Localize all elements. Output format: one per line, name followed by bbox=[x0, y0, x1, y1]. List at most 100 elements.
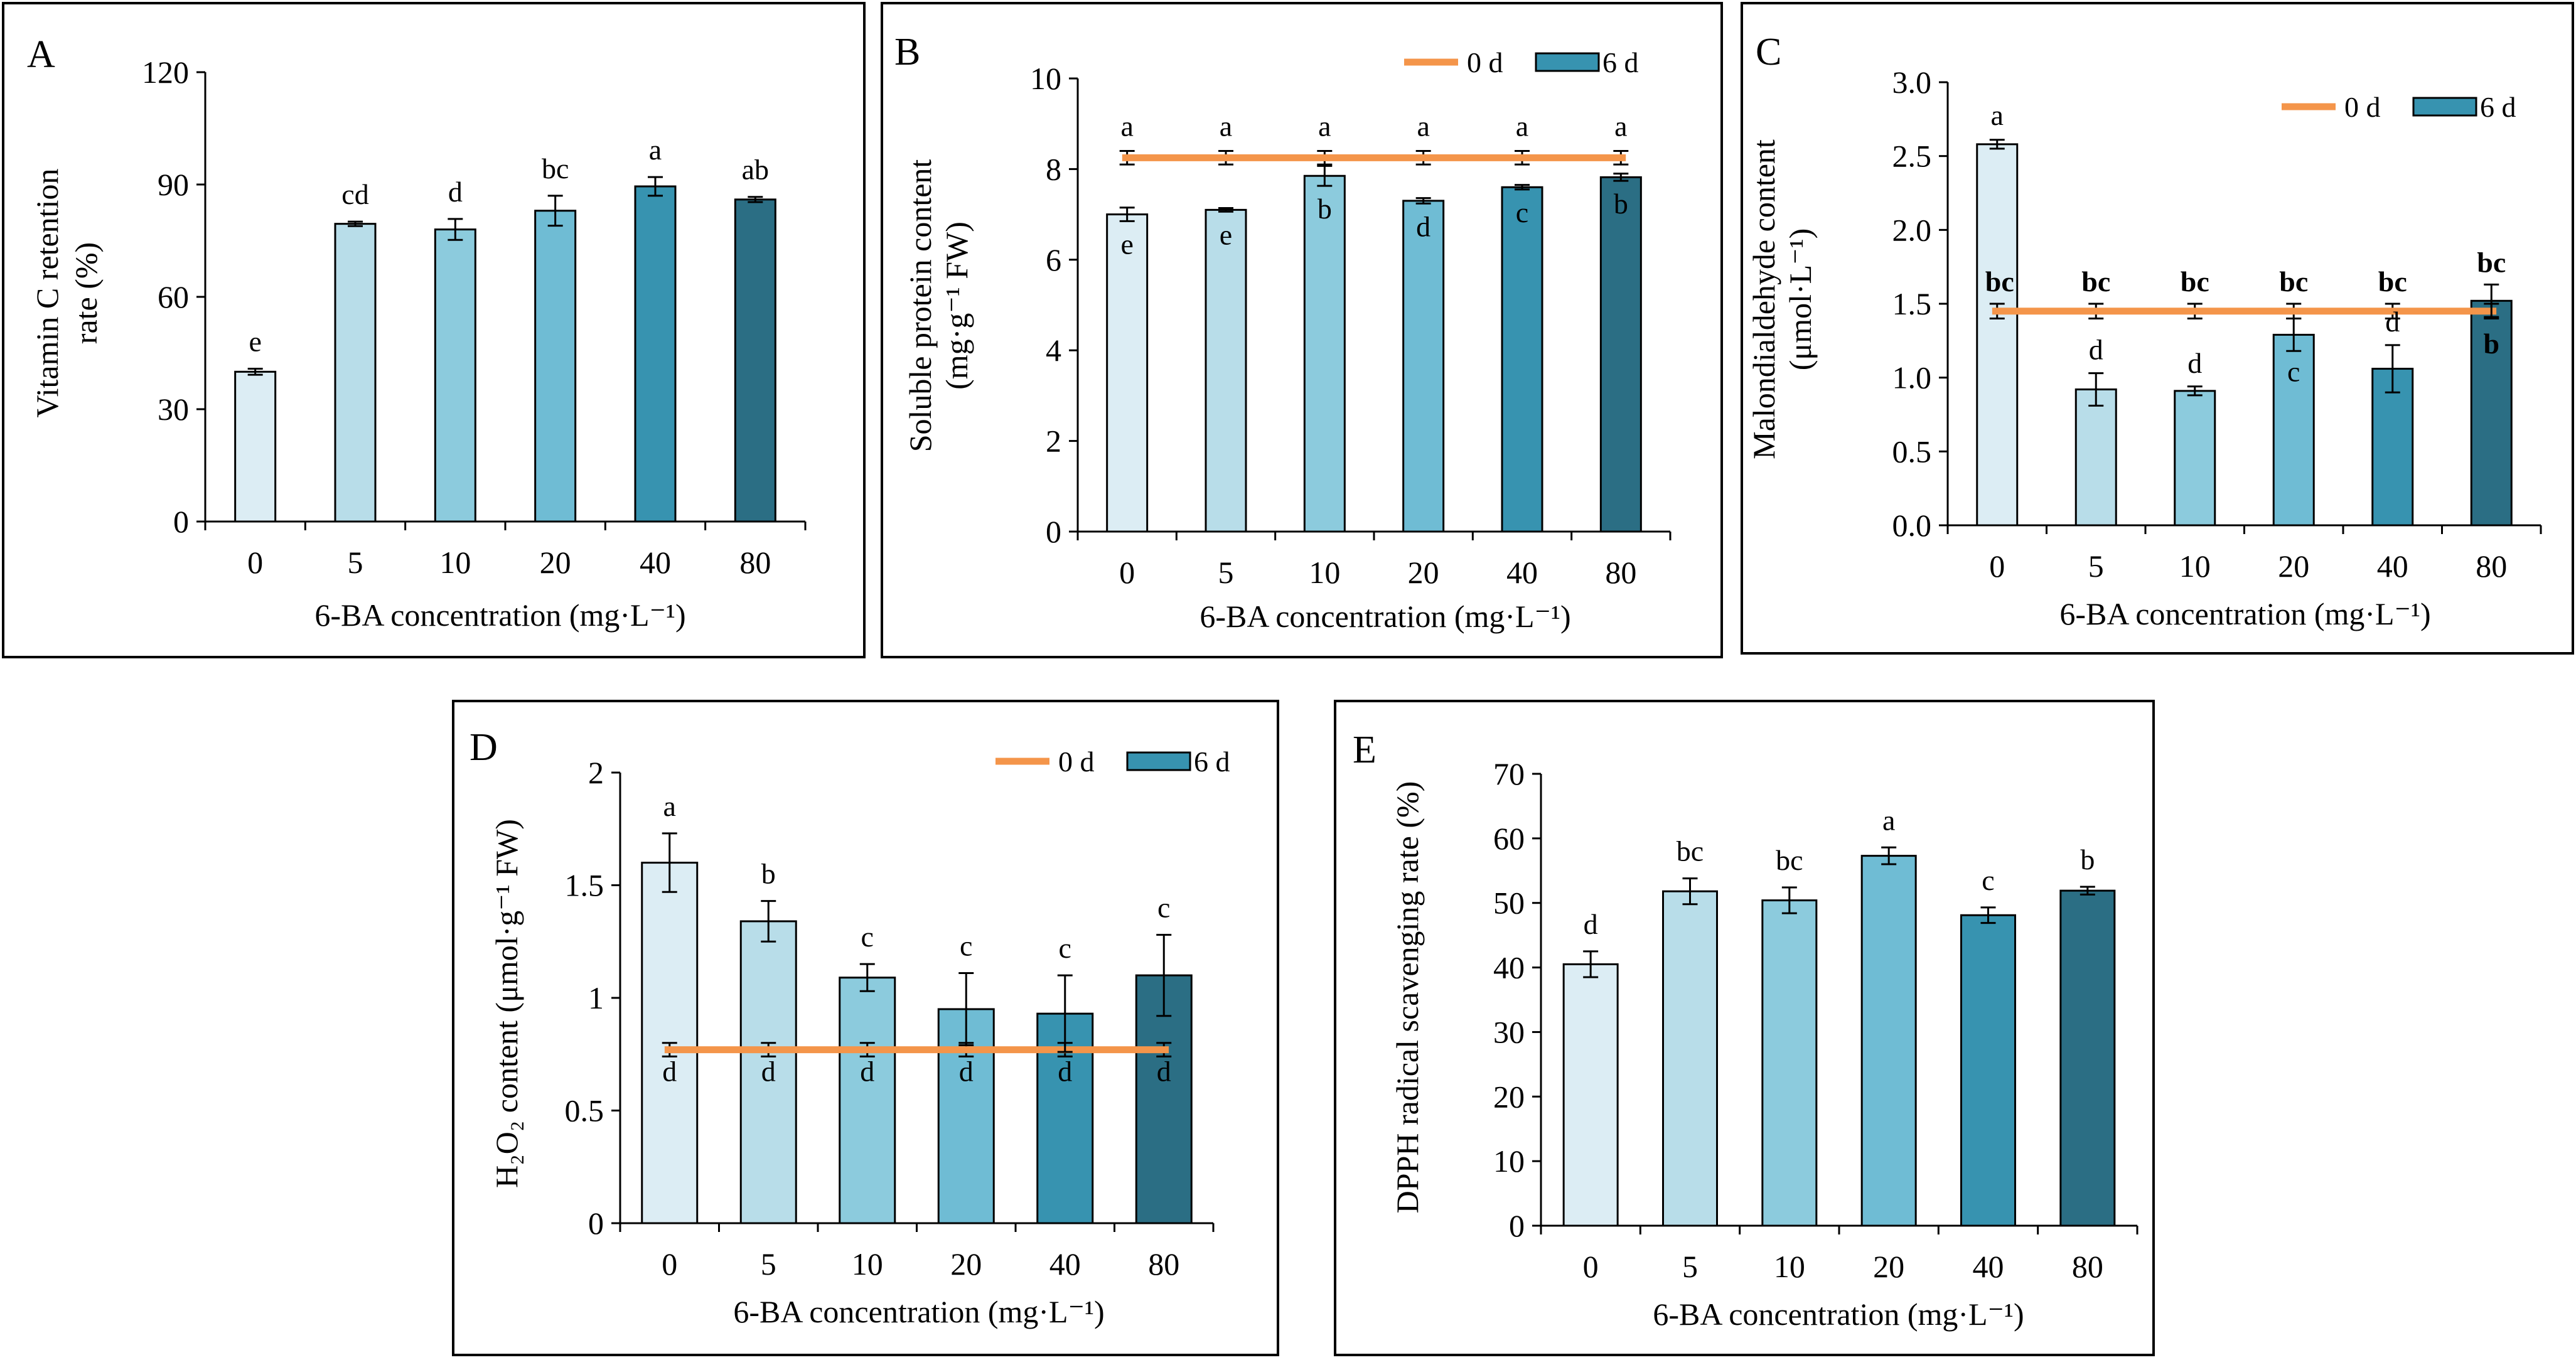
legend-label-0d: 0 d bbox=[1467, 46, 1503, 78]
x-axis-label: 6-BA concentration (mg·L⁻¹) bbox=[1653, 1297, 2024, 1332]
legend-label-6d: 6 d bbox=[2480, 91, 2516, 123]
panel-label: C bbox=[1756, 31, 1781, 73]
significance-letter-0d: bc bbox=[2279, 265, 2308, 297]
significance-letter: a bbox=[1991, 99, 2004, 131]
legend-label-0d: 0 d bbox=[2344, 91, 2381, 123]
significance-letter-0d: bc bbox=[2378, 265, 2407, 297]
bar bbox=[1303, 174, 1346, 533]
significance-letter: c bbox=[1059, 932, 1071, 964]
bar bbox=[1562, 963, 1619, 1227]
chart-e: E 0 10 20 30 40 50 60 70 0 5 10 20 40 80 d bc bc a c b DPPH r… bbox=[1353, 729, 2139, 1332]
y-axis-label-line: (μmol·L⁻¹) bbox=[1783, 228, 1818, 370]
y-tick-label: 60 bbox=[158, 279, 189, 314]
bar bbox=[2272, 333, 2315, 527]
significance-letter: a bbox=[649, 134, 662, 166]
chart-a: A 0 30 60 90 120 0 5 10 20 40 80 e cd d bc a ab Vitamin C … bbox=[27, 33, 807, 633]
bar bbox=[839, 977, 896, 1224]
y-tick-label: 2 bbox=[588, 755, 604, 790]
significance-letter: e bbox=[249, 326, 261, 358]
bar bbox=[334, 223, 377, 523]
y-tick-label: 0 bbox=[173, 504, 189, 539]
y-tick-label: 1 bbox=[588, 980, 604, 1015]
significance-letter: d bbox=[2187, 347, 2202, 379]
x-tick-label: 40 bbox=[1049, 1246, 1081, 1282]
bar bbox=[1501, 186, 1543, 533]
bar bbox=[634, 185, 677, 523]
x-tick-label: 10 bbox=[1774, 1249, 1805, 1284]
significance-letter-6d: e bbox=[1120, 228, 1133, 260]
significance-letter-6d: c bbox=[1516, 196, 1528, 228]
significance-letter: c bbox=[2287, 355, 2300, 387]
significance-letter: b bbox=[2483, 328, 2499, 360]
significance-letter: bc bbox=[1677, 835, 1704, 867]
significance-letter: a bbox=[1614, 110, 1627, 142]
x-axis-label: 6-BA concentration (mg·L⁻¹) bbox=[733, 1294, 1104, 1329]
legend-bar-swatch bbox=[1535, 52, 1600, 72]
y-tick-label: 0 bbox=[1509, 1208, 1525, 1243]
significance-letter-6d: b bbox=[1318, 193, 1332, 225]
significance-letter: bc bbox=[542, 153, 569, 185]
y-tick-label: 70 bbox=[1493, 756, 1525, 791]
legend-label-6d: 6 d bbox=[1194, 746, 1230, 778]
significance-letter-0d: bc bbox=[2181, 265, 2209, 297]
significance-letter-6d: e bbox=[1220, 218, 1232, 250]
x-tick-label: 5 bbox=[348, 545, 363, 580]
y-tick-label: 10 bbox=[1493, 1143, 1525, 1179]
y-tick-label: 90 bbox=[158, 167, 189, 202]
significance-letter-0d: d bbox=[1058, 1056, 1072, 1088]
bar bbox=[1976, 143, 2019, 527]
y-tick-label: 30 bbox=[1493, 1014, 1525, 1049]
x-tick-label: 20 bbox=[2278, 549, 2309, 584]
y-tick-label: 30 bbox=[158, 392, 189, 427]
panel-b: B 0 2 4 6 8 10 0 5 10 20 40 80 a a a a a a e e b d c b 0 d 6 d Solu… bbox=[881, 2, 1723, 658]
legend-bar-swatch bbox=[2412, 97, 2477, 117]
significance-letter: c bbox=[960, 930, 972, 962]
significance-letter: cd bbox=[341, 178, 368, 210]
bar bbox=[1205, 208, 1247, 533]
y-tick-label: 3.0 bbox=[1892, 65, 1932, 100]
y-axis-label-line: rate (%) bbox=[68, 242, 104, 344]
significance-letter: d bbox=[2089, 334, 2103, 366]
y-axis-label: DPPH radical scavenging rate (%) bbox=[1390, 781, 1425, 1214]
bar bbox=[1960, 914, 2016, 1227]
y-tick-label: 0.5 bbox=[1892, 434, 1932, 469]
x-tick-label: 40 bbox=[2377, 549, 2408, 584]
significance-letter: a bbox=[663, 790, 676, 822]
y-tick-label: 2.0 bbox=[1892, 212, 1932, 247]
significance-letter-0d: d bbox=[860, 1056, 874, 1088]
significance-letter: c bbox=[1982, 864, 1994, 896]
bar bbox=[2074, 388, 2117, 527]
legend-label-6d: 6 d bbox=[1602, 46, 1639, 78]
significance-letter-6d: d bbox=[1416, 210, 1430, 242]
y-axis-label: H₂O₂ content (μmol·g⁻¹ FW) bbox=[489, 819, 524, 1188]
y-tick-label: 40 bbox=[1493, 950, 1525, 985]
bar bbox=[434, 228, 476, 523]
bar bbox=[1860, 855, 1917, 1227]
y-tick-label: 0 bbox=[1046, 514, 1061, 549]
significance-letter-0d: bc bbox=[1985, 265, 2014, 297]
bar bbox=[2059, 889, 2116, 1227]
y-axis-label-line: Soluble protein content bbox=[903, 159, 938, 452]
bar bbox=[1599, 176, 1642, 533]
x-axis-label: 6-BA concentration (mg·L⁻¹) bbox=[1199, 599, 1570, 634]
bar bbox=[2174, 390, 2216, 527]
significance-letter-0d: bc bbox=[2081, 265, 2110, 297]
significance-letter: c bbox=[1157, 891, 1170, 923]
x-tick-label: 10 bbox=[1309, 555, 1340, 590]
x-tick-label: 80 bbox=[1148, 1246, 1179, 1282]
y-tick-label: 1.5 bbox=[565, 868, 604, 903]
bar bbox=[1761, 899, 1818, 1227]
significance-letter-0d: d bbox=[662, 1056, 677, 1088]
x-tick-label: 80 bbox=[2072, 1249, 2103, 1284]
y-axis-label-line: (mg·g⁻¹ FW) bbox=[939, 222, 974, 390]
significance-letter: a bbox=[1220, 110, 1232, 142]
y-tick-label: 8 bbox=[1046, 151, 1061, 186]
legend-label-0d: 0 d bbox=[1058, 746, 1095, 778]
x-tick-label: 20 bbox=[1408, 555, 1439, 590]
panel-label: D bbox=[470, 726, 498, 769]
significance-letter: a bbox=[1120, 110, 1133, 142]
x-tick-label: 5 bbox=[761, 1246, 776, 1282]
y-tick-label: 1.5 bbox=[1892, 286, 1932, 321]
